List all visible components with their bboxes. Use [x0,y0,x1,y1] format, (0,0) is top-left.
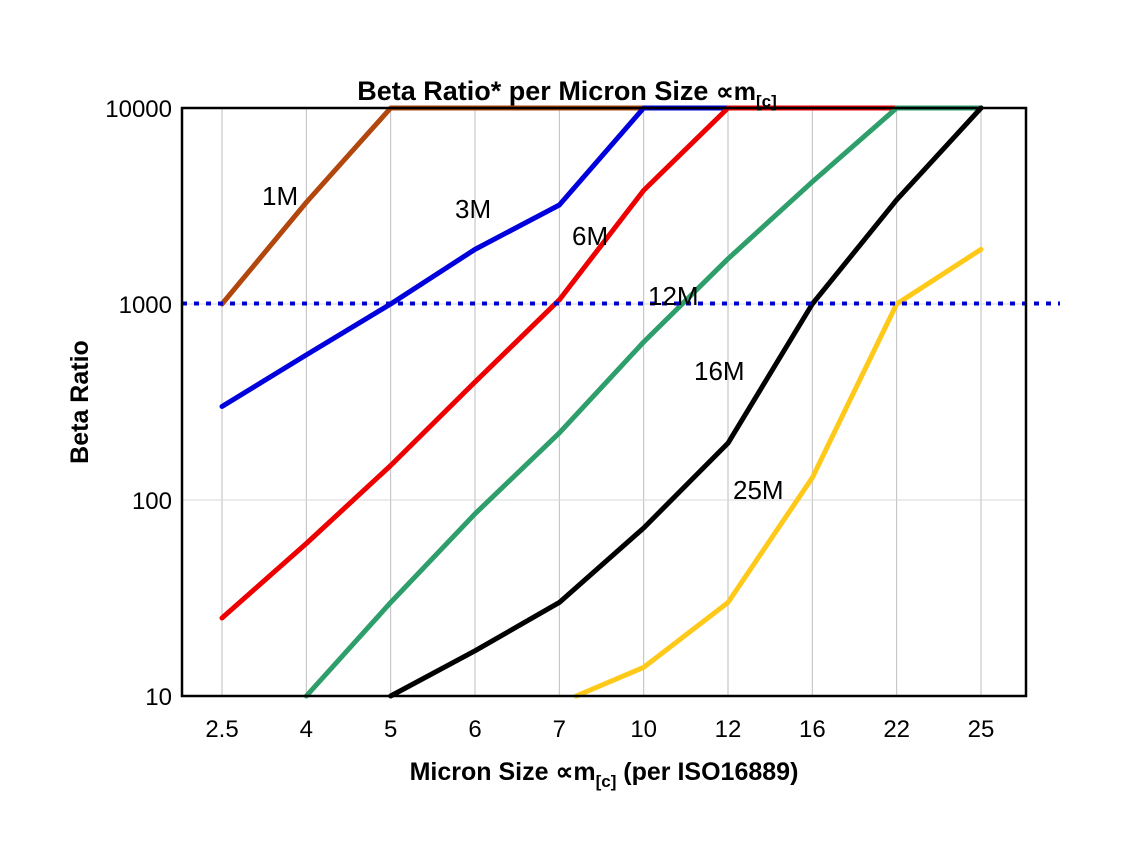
chart-title: Beta Ratio* per Micron Size ∝m[c] [357,76,776,111]
x-axis-title: Micron Size ∝m[c] (per ISO16889) [410,758,799,791]
x-tick-label-16: 16 [799,716,826,743]
series-line-25M [573,246,984,699]
y-tick-labels: 10 100 1000 10000 [105,96,172,711]
x-tick-labels: 2.5 4 5 6 7 10 12 16 22 25 [205,716,994,743]
series-label-1M: 1M [262,181,298,211]
series-label-25M: 25M [733,475,784,505]
x-tick-label-12: 12 [715,716,742,743]
x-tick-label-2.5: 2.5 [205,716,238,743]
series-inline-labels: 1M 3M 6M 12M 16M 25M [262,181,784,505]
series-label-3M: 3M [455,194,491,224]
y-tick-label-10: 10 [145,684,172,711]
series-label-12M: 12M [648,281,699,311]
plot-frame [180,106,1028,698]
x-tick-label-4: 4 [300,716,313,743]
x-tick-label-7: 7 [553,716,566,743]
plot-area-background [182,108,1026,696]
x-gridlines [221,108,982,696]
x-tick-label-5: 5 [384,716,397,743]
series-line-16M [388,105,984,699]
y-tick-label-100: 100 [132,488,172,515]
x-tick-label-10: 10 [630,716,657,743]
x-tick-label-22: 22 [883,716,910,743]
x-tick-label-25: 25 [968,716,995,743]
y-tick-label-1000: 1000 [119,292,172,319]
series-line-12M [303,105,984,699]
y-axis-title: Beta Ratio [66,340,94,464]
series-label-6M: 6M [572,221,608,251]
x-tick-label-6: 6 [468,716,481,743]
series-label-16M: 16M [694,356,745,386]
y-tick-label-10000: 10000 [105,96,172,123]
